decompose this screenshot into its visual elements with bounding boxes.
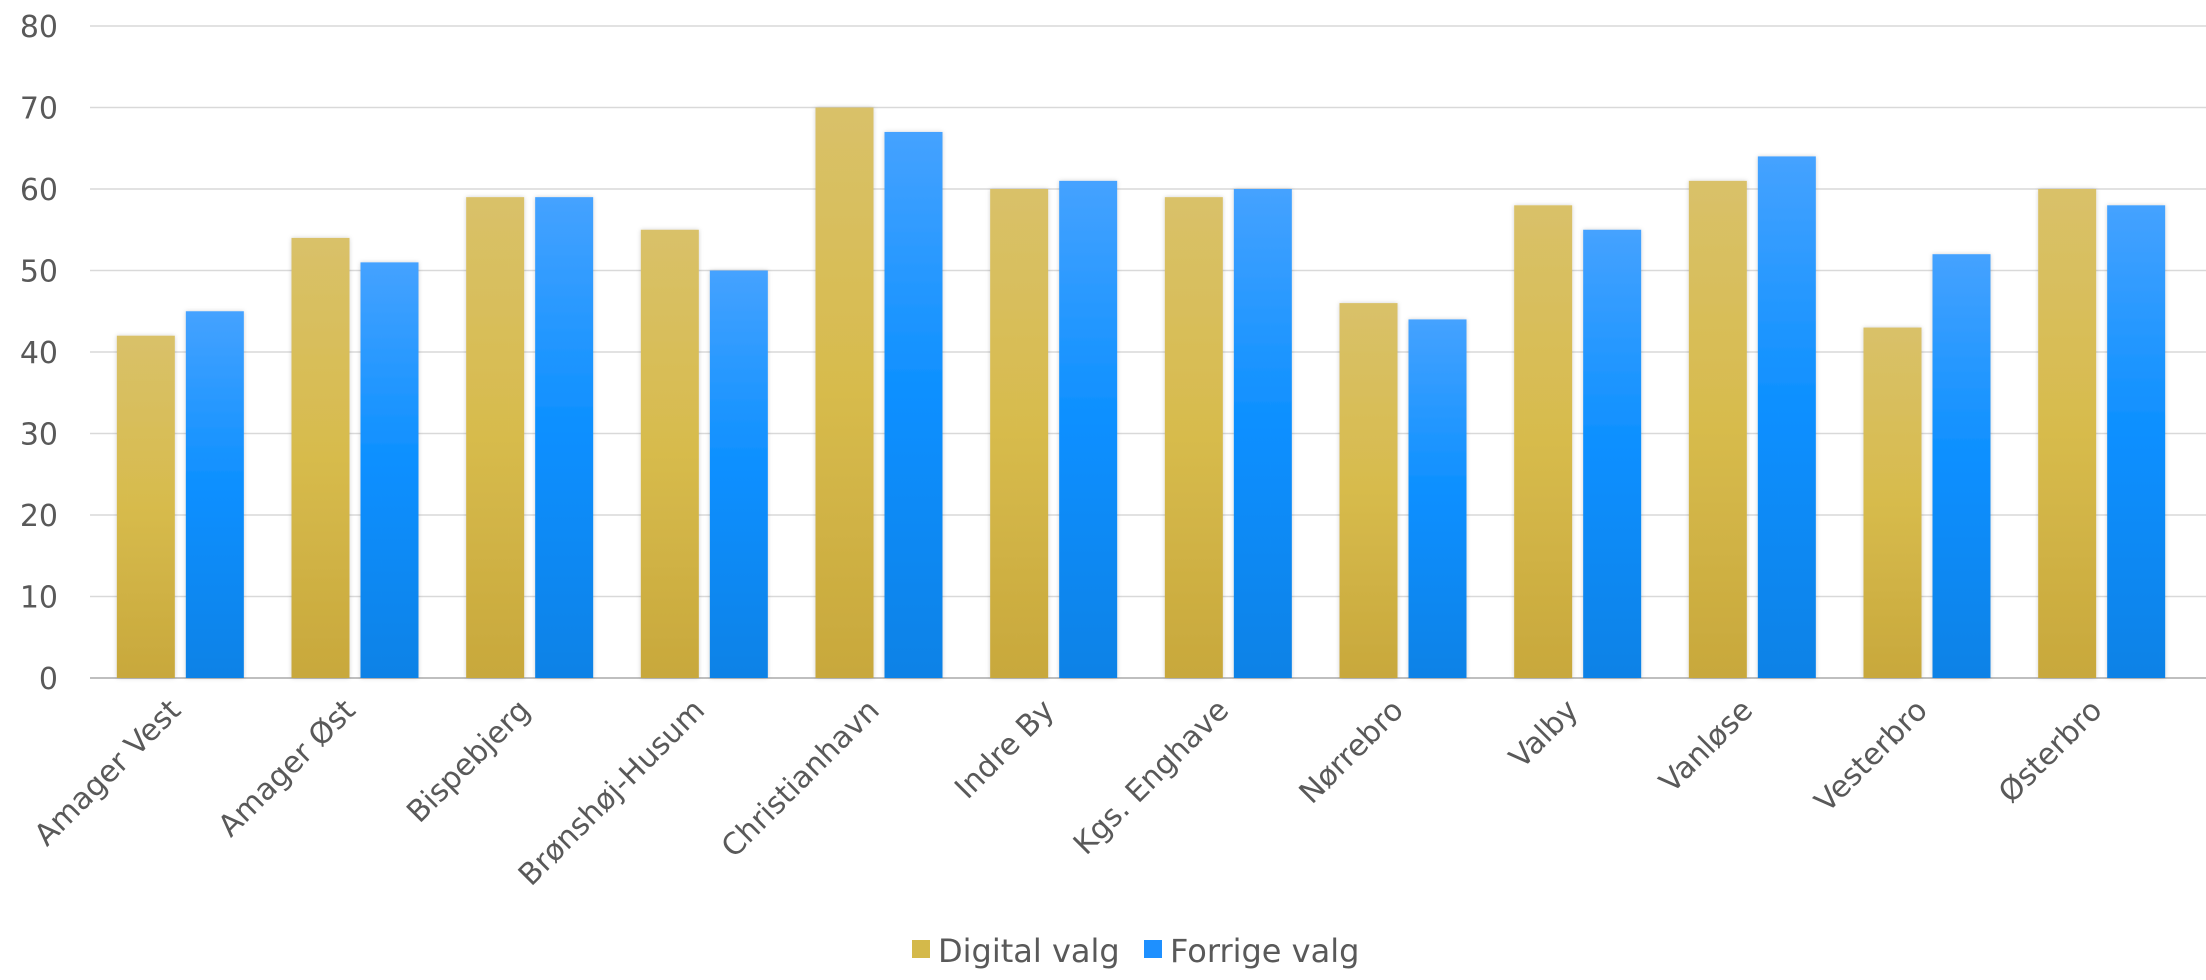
bar-digital-valg-vesterbro (1863, 327, 1922, 678)
bar-forrige-valg-indre-by (1059, 180, 1118, 678)
bar-digital-valg-østerbro (2038, 189, 2097, 678)
bar-digital-valg-brønshøj-husum (640, 229, 699, 678)
x-tick-label: Bispebjerg (400, 693, 537, 830)
y-tick-label: 30 (20, 418, 58, 453)
bar-forrige-valg-amager-øst (360, 262, 419, 678)
x-tick-label: Amager Vest (28, 693, 188, 853)
x-tick-label: Amager Øst (212, 693, 363, 844)
bar-digital-valg-bispebjerg (466, 197, 525, 678)
bar-digital-valg-amager-øst (291, 237, 350, 678)
bar-digital-valg-amager-vest (116, 335, 175, 678)
y-tick-label: 80 (20, 10, 58, 45)
bar-forrige-valg-østerbro (2107, 205, 2166, 679)
y-tick-label: 0 (39, 662, 58, 697)
bar-digital-valg-indre-by (990, 189, 1049, 678)
y-tick-label: 20 (20, 499, 58, 534)
bar-forrige-valg-brønshøj-husum (709, 270, 768, 678)
x-tick-label: Indre By (948, 693, 1061, 806)
x-tick-label: Valby (1503, 693, 1586, 776)
x-tick-label: Vanløse (1653, 693, 1760, 800)
bar-digital-valg-christianhavn (815, 107, 874, 678)
bar-digital-valg-valby (1514, 205, 1573, 679)
legend-label-digital-valg: Digital valg (938, 932, 1120, 970)
legend-swatch-forrige-valg (1144, 940, 1162, 958)
x-tick-label: Christianhavn (715, 693, 887, 865)
bar-forrige-valg-nørrebro (1408, 319, 1467, 678)
x-tick-label: Vesterbro (1808, 693, 1935, 820)
bar-forrige-valg-valby (1583, 229, 1642, 678)
bar-forrige-valg-christianhavn (884, 131, 943, 678)
bar-forrige-valg-kgs-enghave (1233, 189, 1292, 678)
y-tick-label: 70 (20, 92, 58, 127)
bar-digital-valg-kgs-enghave (1164, 197, 1223, 678)
bar-forrige-valg-amager-vest (185, 311, 244, 678)
x-tick-label: Brønshøj-Husum (512, 693, 712, 893)
x-tick-label: Nørrebro (1293, 693, 1411, 811)
legend: Digital valg Forrige valg (912, 932, 1359, 970)
legend-swatch-digital-valg (912, 940, 930, 958)
bar-forrige-valg-vanløse (1757, 156, 1816, 678)
y-tick-label: 10 (20, 581, 58, 616)
y-axis: 0 10 20 30 40 50 60 70 80 (20, 10, 58, 697)
legend-label-forrige-valg: Forrige valg (1170, 932, 1359, 970)
y-tick-label: 60 (20, 173, 58, 208)
gridlines (90, 25, 2206, 679)
y-tick-label: 40 (20, 336, 58, 371)
x-tick-label: Østerbro (1992, 693, 2109, 810)
y-tick-label: 50 (20, 255, 58, 290)
bar-forrige-valg-bispebjerg (535, 197, 594, 678)
bar-forrige-valg-vesterbro (1932, 254, 1991, 678)
x-tick-label: Kgs. Enghave (1067, 693, 1236, 862)
x-axis: Amager Vest Amager Øst BispebjergBrønshøj-… (28, 693, 2110, 893)
bar-digital-valg-nørrebro (1339, 303, 1398, 678)
bars (116, 107, 2166, 679)
bar-digital-valg-vanløse (1688, 180, 1747, 678)
